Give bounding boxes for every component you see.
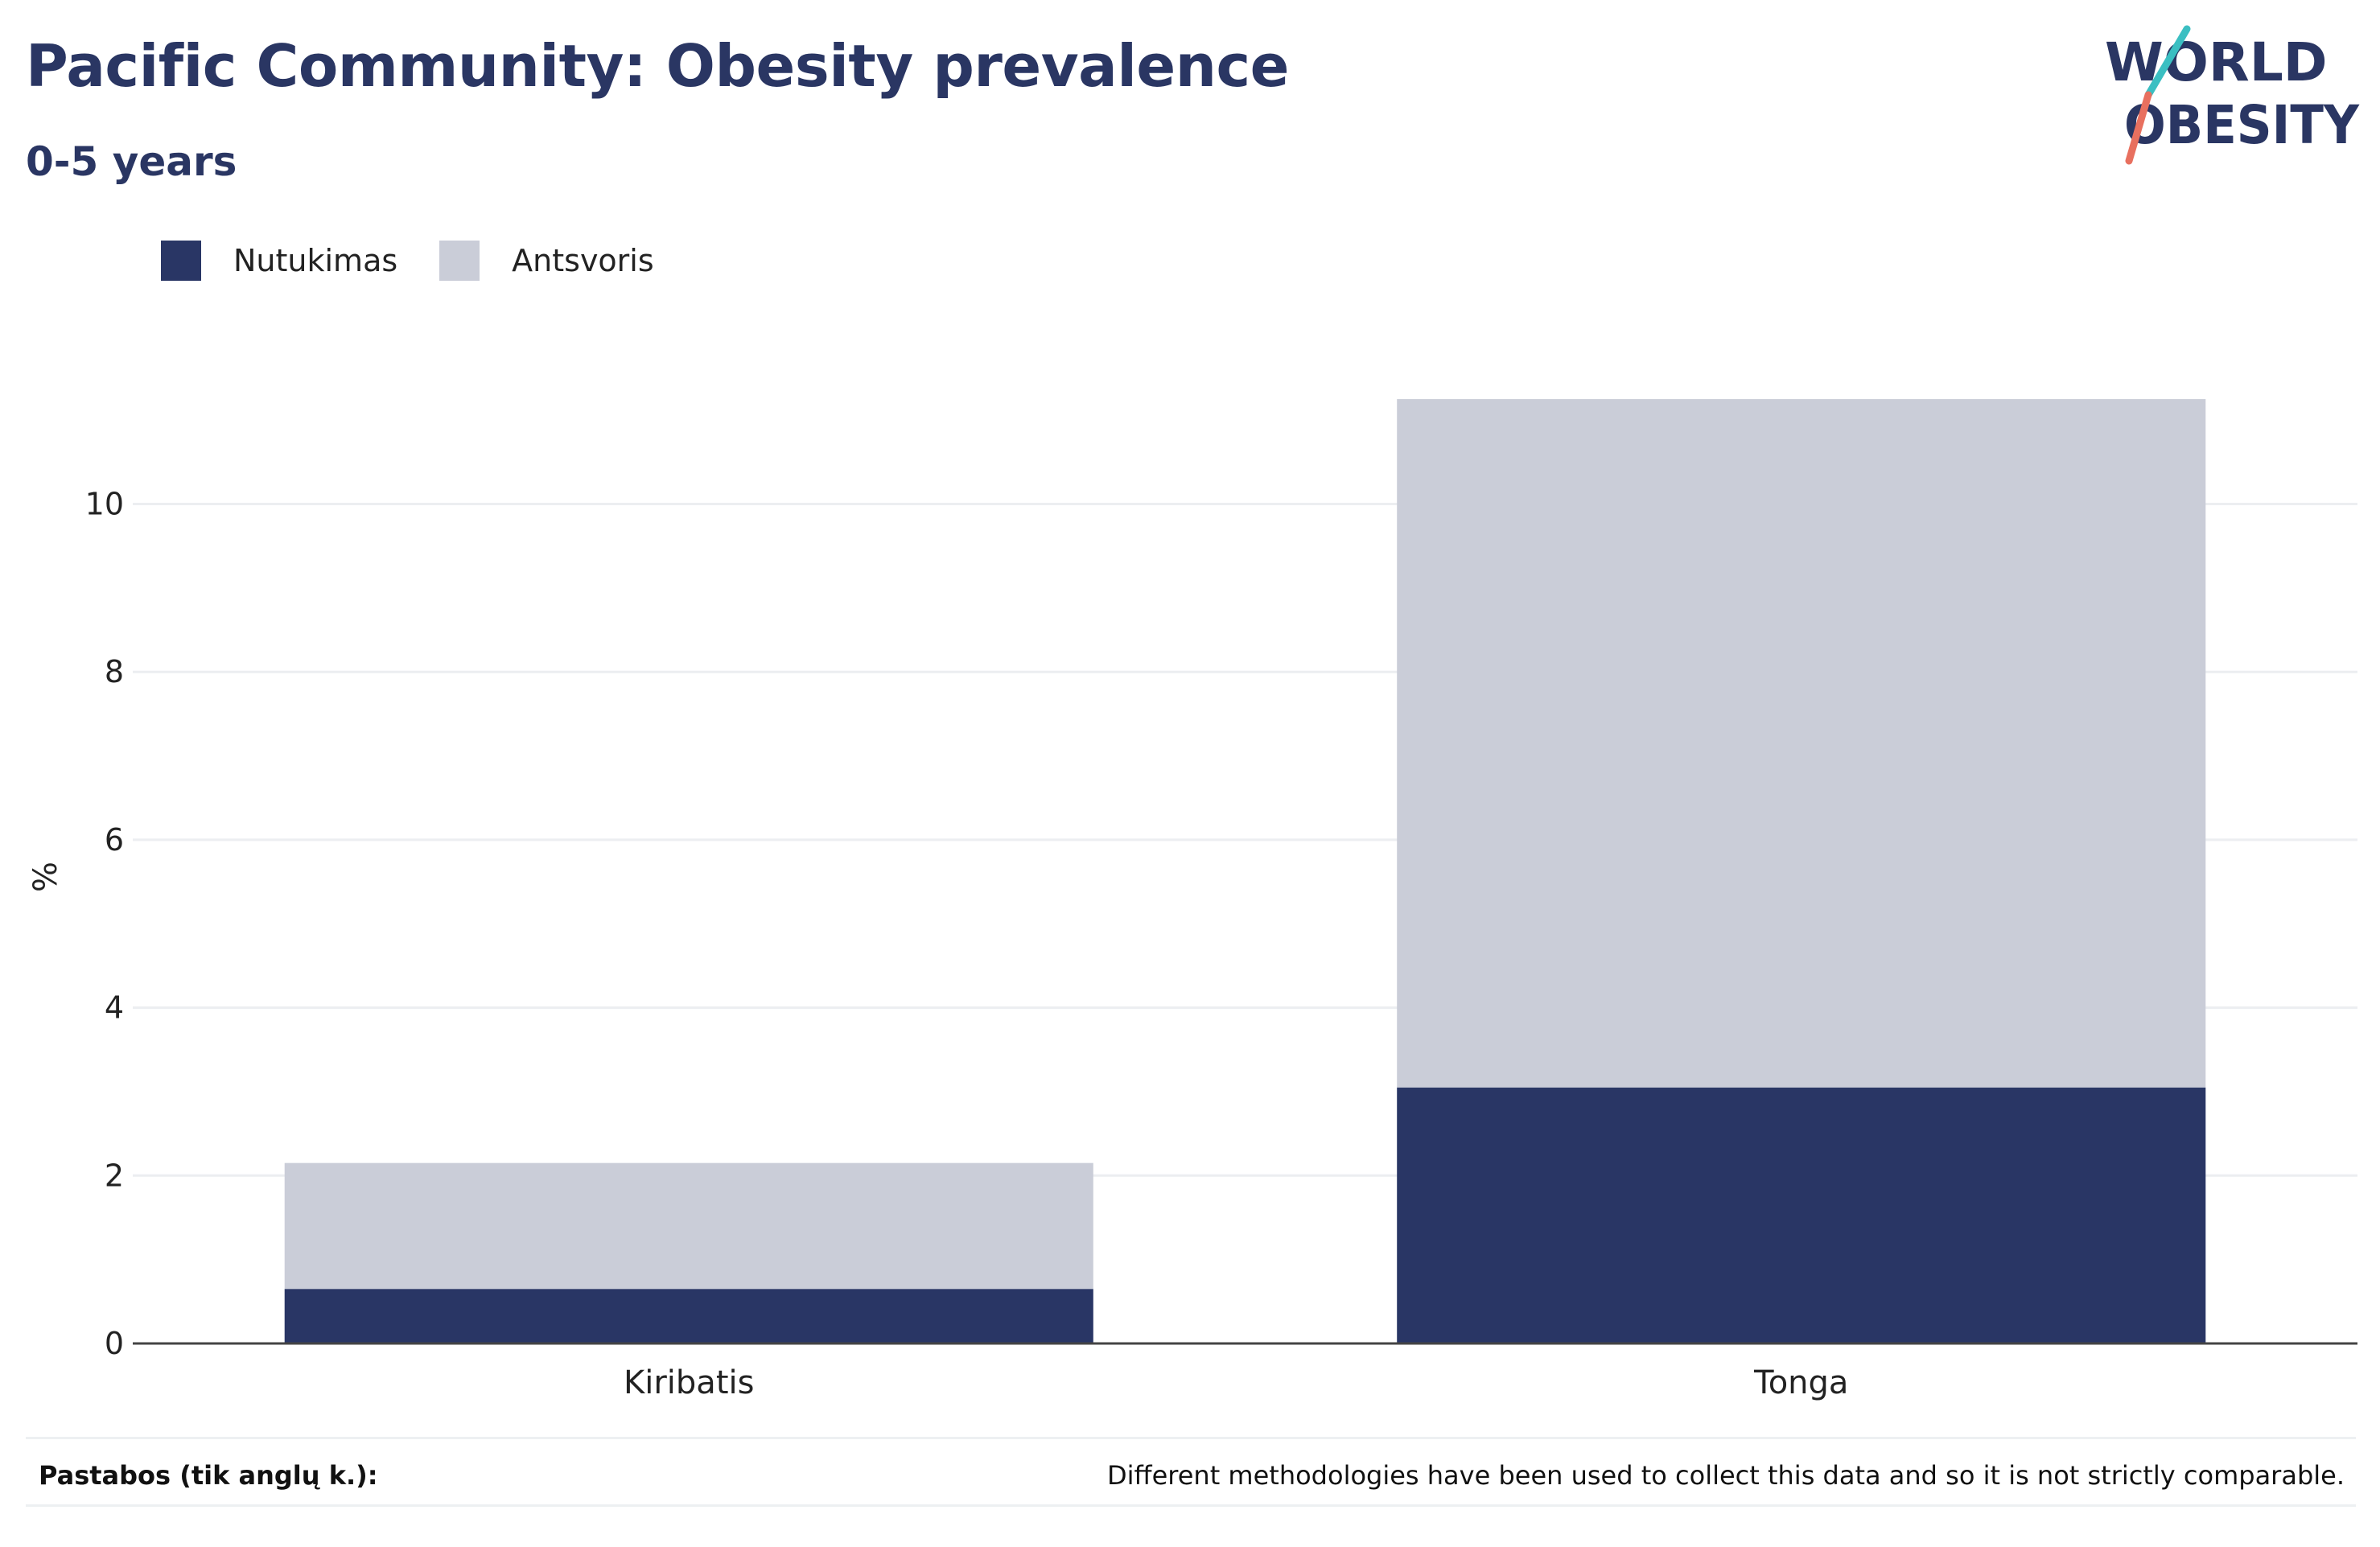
logo-slash-teal [2144,25,2191,99]
legend-swatch-antsvoris [439,241,480,281]
logo-line-2: OBESITY [2124,94,2360,156]
bar-kiribatis-antsvoris [284,1162,1093,1290]
notes-text: Different methodologies have been used t… [1107,1460,2345,1491]
y-tick-label-4: 4 [105,990,124,1026]
legend-item-antsvoris[interactable]: Antsvoris [439,241,654,281]
y-tick-label-0: 0 [105,1326,124,1361]
chart-subtitle: 0-5 years [26,138,237,185]
bar-kiribatis-nutukimas [284,1289,1093,1343]
y-tick-label-10: 10 [85,487,124,522]
footer-divider-bottom [26,1504,2356,1507]
chart-legend: Nutukimas Antsvoris [161,238,696,283]
y-tick-label-8: 8 [105,654,124,689]
footer-divider-top [26,1437,2356,1439]
logo-line-1: WORLD [2105,31,2328,93]
y-tick-label-6: 6 [105,822,124,858]
notes-label: Pastabos (tik anglų k.): [39,1460,378,1491]
y-axis-label: % [27,862,64,892]
legend-label-nutukimas: Nutukimas [233,243,398,278]
x-tick-label-tonga: Tonga [1753,1364,1848,1401]
bar-tonga-antsvoris [1397,399,2206,1088]
world-obesity-logo: WORLD OBESITY [2105,25,2360,165]
y-tick-label-2: 2 [105,1158,124,1193]
bar-chart: 0 2 4 6 8 10% Kiribatis Tonga [27,399,2357,1401]
legend-label-antsvoris: Antsvoris [512,243,654,278]
legend-item-nutukimas[interactable]: Nutukimas [161,241,397,281]
bar-tonga-nutukimas [1397,1087,2206,1343]
legend-swatch-nutukimas [161,241,201,281]
chart-title: Pacific Community: Obesity prevalence [26,32,1290,100]
x-tick-label-kiribatis: Kiribatis [624,1364,754,1401]
logo-slash-coral [2125,91,2152,165]
